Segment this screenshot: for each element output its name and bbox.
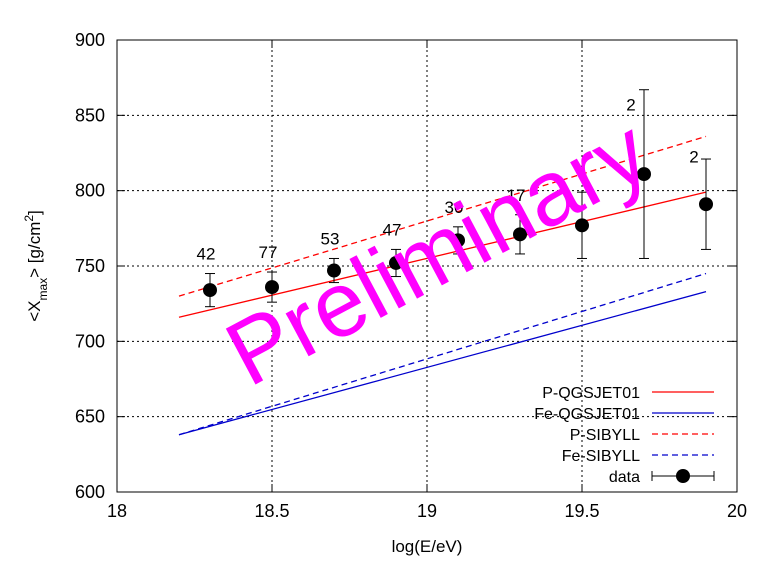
data-point — [637, 167, 651, 182]
data-point — [699, 197, 713, 212]
x-tick-label: 18.5 — [254, 501, 289, 521]
x-tick-label: 19 — [417, 501, 437, 521]
event-counts: 42 77 53 47 30 17 2 2 — [197, 95, 699, 263]
y-tick-label: 900 — [75, 30, 105, 50]
data-points — [203, 89, 713, 308]
y-axis-label-sub: max — [36, 278, 50, 301]
series-line-p-sibyll — [178, 135, 707, 297]
y-tick-label: 750 — [75, 256, 105, 276]
event-count: 17 — [507, 186, 526, 205]
data-point — [327, 263, 341, 278]
y-axis-label: <Xmax> [g/cm2] — [22, 210, 50, 322]
grid — [117, 40, 737, 492]
y-tick-label: 700 — [75, 331, 105, 351]
data-point — [203, 283, 217, 298]
series-line-fe-qgsjet01 — [178, 290, 707, 436]
y-tick-label: 850 — [75, 105, 105, 125]
series-line-p-qgsjet01 — [178, 191, 707, 318]
x-tick-label: 19.5 — [564, 501, 599, 521]
data-point — [265, 280, 279, 295]
x-axis-label: log(E/eV) — [392, 537, 463, 556]
legend-label: data — [609, 469, 640, 486]
y-tick-label: 650 — [75, 407, 105, 427]
event-count: 53 — [321, 229, 340, 248]
event-count: 30 — [445, 198, 464, 217]
data-point — [451, 233, 465, 248]
y-axis-label-sup: 2 — [22, 215, 36, 222]
data-point — [513, 227, 527, 242]
x-tick-label: 18 — [107, 501, 127, 521]
legend-swatch — [676, 469, 690, 483]
legend-label: P-QGSJET01 — [542, 385, 640, 402]
model-lines — [178, 135, 707, 436]
event-count: 2 — [626, 95, 635, 114]
y-tick-label: 800 — [75, 181, 105, 201]
axis-ticks: 18 18.5 19 19.5 20 600 650 700 750 800 850 900 — [75, 30, 747, 521]
legend-label: Fe-QGSJET01 — [534, 406, 640, 423]
event-count: 42 — [197, 245, 216, 264]
x-tick-label: 20 — [727, 501, 747, 521]
data-point — [575, 218, 589, 233]
data-point — [389, 255, 403, 270]
legend-label: P-SIBYLL — [570, 427, 640, 444]
y-tick-label: 600 — [75, 482, 105, 502]
legend-label: Fe-SIBYLL — [562, 448, 640, 465]
event-count: 77 — [259, 243, 278, 262]
event-count: 47 — [383, 220, 402, 239]
series-line-fe-sibyll — [178, 272, 707, 436]
preliminary-watermark: Preliminary — [210, 100, 664, 406]
legend: P-QGSJET01 Fe-QGSJET01 P-SIBYLL Fe-SIBYLL da… — [534, 385, 715, 486]
event-count: 2 — [689, 148, 698, 167]
